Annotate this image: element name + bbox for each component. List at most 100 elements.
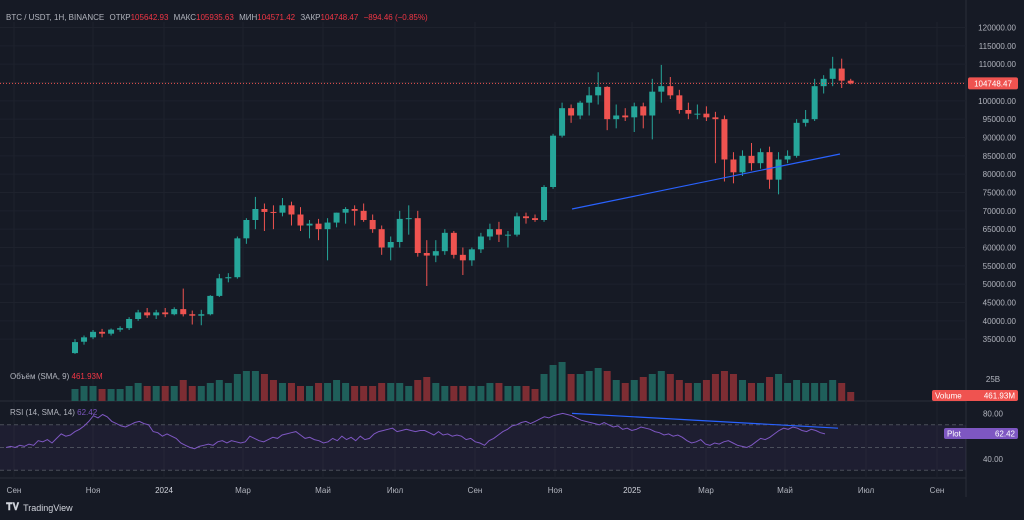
rsi-legend[interactable]: RSI (14, SMA, 14) 62.42 (10, 408, 97, 417)
volume-bar (594, 368, 602, 401)
volume-bar (278, 383, 286, 401)
price-tick-label: 50000.00 (983, 280, 1017, 289)
symbol-name[interactable]: BTC / USDT, 1H, BINANCE (6, 13, 105, 22)
open-value: 105642.93 (130, 13, 169, 22)
volume-bar (432, 383, 440, 401)
volume-bar (405, 386, 413, 401)
candle-body (324, 222, 331, 230)
volume-bar (179, 380, 187, 401)
candle-body (622, 115, 629, 118)
brand-name: TradingView (23, 502, 73, 513)
volume-legend[interactable]: Объём (SMA, 9) 461.93M (10, 372, 103, 381)
low-value: 104571.42 (257, 13, 296, 22)
candle-body (523, 216, 529, 219)
volume-bar (847, 392, 855, 401)
volume-bar (666, 374, 674, 401)
volume-bar (414, 380, 422, 401)
volume-bar (729, 374, 737, 401)
candle-body (234, 238, 241, 278)
candle-body (477, 236, 484, 250)
rsi-axis-tick: 80.00 (983, 409, 1004, 418)
volume-bar (459, 386, 467, 401)
price-tick-label: 45000.00 (983, 299, 1017, 308)
price-tick-label: 35000.00 (983, 335, 1017, 344)
volume-bar (838, 383, 846, 401)
rsi-trendline[interactable] (571, 412, 839, 429)
tradingview-icon: 𝐓𝐕 (6, 502, 20, 513)
candle-body (667, 86, 674, 96)
volume-bar (315, 383, 323, 401)
candle-body (126, 319, 133, 329)
candle-body (360, 210, 367, 220)
candle-body (261, 209, 268, 212)
candle-body (189, 314, 196, 316)
rsi-badge-label: Plot (947, 430, 962, 439)
candle-body (180, 309, 187, 315)
volume-bar (125, 386, 133, 401)
volume-bar (297, 386, 304, 401)
rsi-badge (944, 428, 1018, 439)
candle-body (153, 312, 160, 316)
volume-label: Объём (SMA, 9) (10, 372, 70, 381)
volume-bar (450, 386, 458, 401)
price-tick-label: 90000.00 (983, 134, 1017, 143)
candle-body (171, 309, 178, 315)
volume-bar (306, 386, 314, 401)
candle-body (649, 91, 656, 116)
volume-bar (369, 386, 377, 401)
volume-bar (657, 371, 665, 401)
candle-body (162, 312, 169, 315)
candle-body (577, 102, 584, 116)
volume-bar (720, 371, 728, 401)
candle-body (694, 113, 701, 115)
candle-body (99, 331, 106, 334)
candle-body (820, 78, 827, 87)
candle-body (369, 220, 376, 230)
volume-bar (549, 365, 557, 401)
candle-body (703, 113, 710, 118)
candle-body (279, 205, 286, 213)
candle-body (207, 295, 214, 315)
volume-bar (711, 374, 719, 401)
price-tick-label: 85000.00 (983, 152, 1017, 161)
volume-bar (784, 383, 792, 401)
volume-bar (215, 380, 223, 401)
candle-body (550, 135, 557, 187)
volume-bar (269, 380, 277, 401)
brand-logo[interactable]: 𝐓𝐕 TradingView (6, 502, 73, 513)
volume-bar (693, 383, 701, 401)
price-tick-label: 100000.00 (978, 97, 1016, 106)
price-trendline[interactable] (571, 153, 841, 210)
volume-axis-tick: 25B (986, 375, 1000, 384)
volume-bar (116, 389, 124, 401)
volume-bar (224, 383, 232, 401)
candle-body (90, 331, 97, 338)
candle-body (829, 68, 836, 79)
candle-body (306, 223, 313, 226)
candle-body (423, 253, 430, 256)
change-value: −894.46 (−0.85%) (363, 13, 428, 22)
volume-bar (360, 386, 368, 401)
volume-badge-label: Volume (935, 392, 962, 401)
volume-bar (639, 377, 647, 401)
candle-body (631, 106, 638, 118)
candle-body (198, 314, 205, 316)
price-tick-label: 40000.00 (983, 317, 1017, 326)
high-value: 105935.63 (196, 13, 234, 22)
volume-bar (333, 380, 341, 401)
candle-body (387, 242, 394, 248)
candle-body (730, 159, 737, 173)
time-tick-label: Ноя (548, 486, 563, 495)
candle-body (757, 152, 764, 164)
candle-body (685, 110, 692, 114)
candle-body (351, 209, 358, 211)
time-tick-label: Май (777, 486, 793, 495)
volume-bar (342, 383, 350, 401)
candle-body (847, 80, 854, 84)
candle-body (532, 218, 539, 220)
candle-body (486, 229, 493, 237)
time-tick-label: Май (315, 486, 331, 495)
candle-body (108, 329, 115, 334)
price-tick-label: 70000.00 (983, 207, 1017, 216)
